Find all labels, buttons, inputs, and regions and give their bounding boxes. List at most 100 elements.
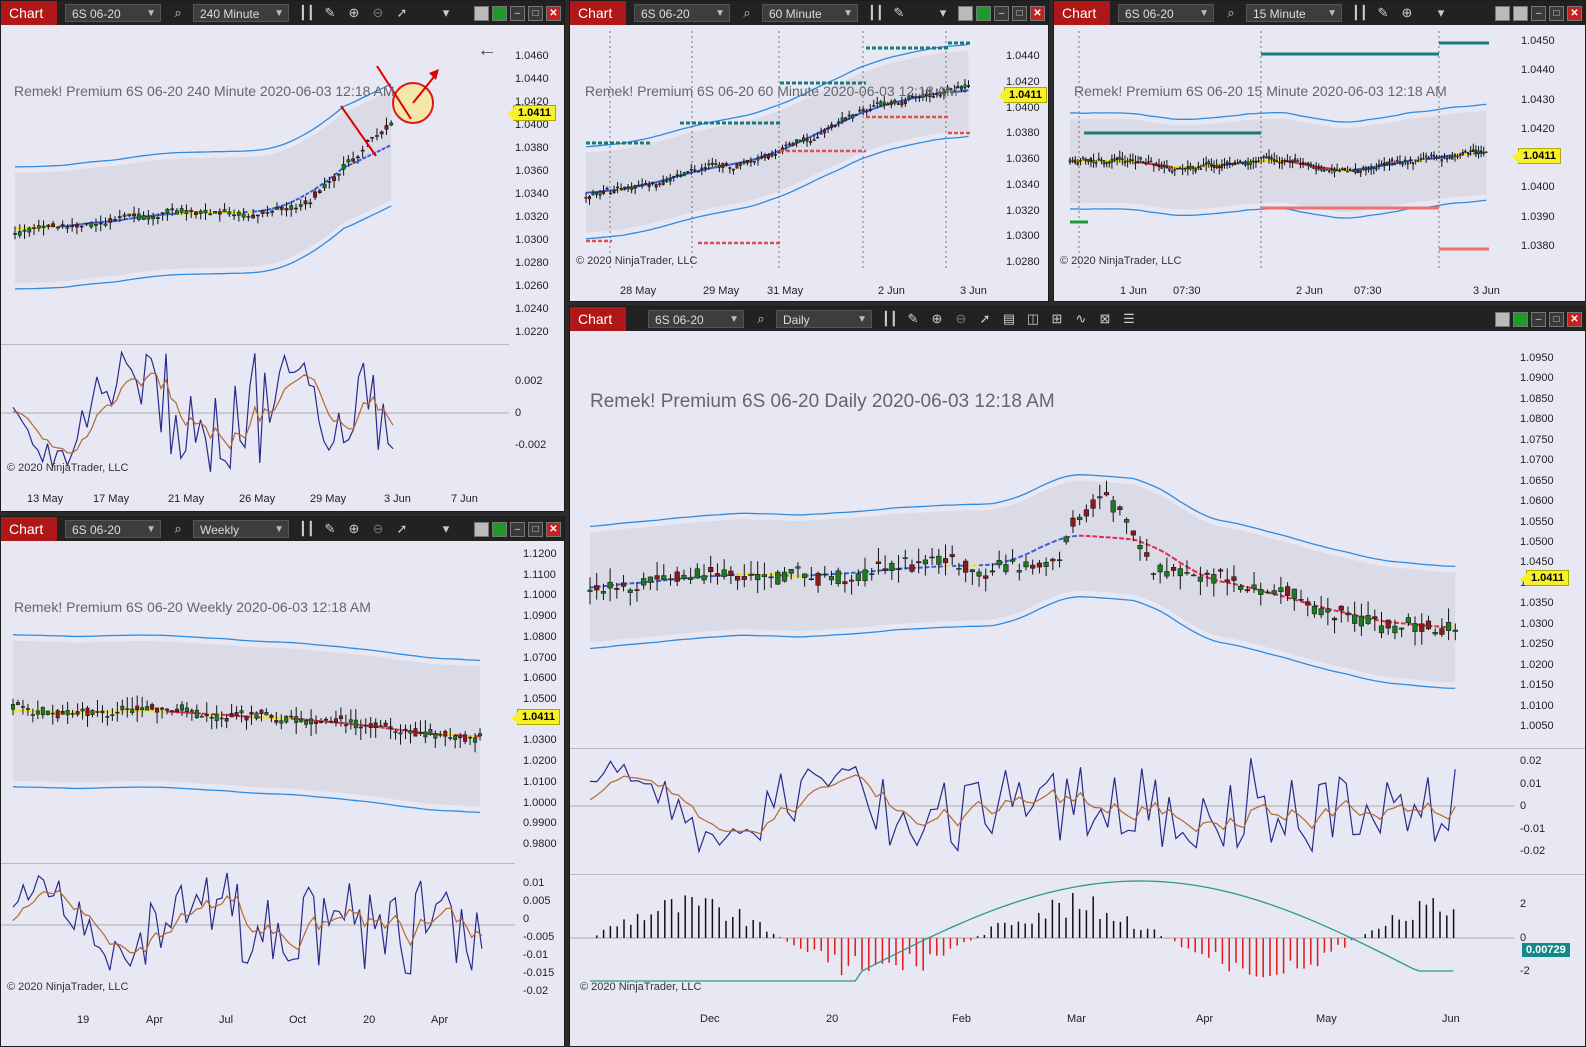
minimize-button[interactable]: – (1531, 5, 1546, 21)
back-arrow-icon[interactable]: ← (477, 39, 497, 61)
oscillator-panel[interactable]: © 2020 NinjaTrader, LLC (1, 346, 509, 481)
price-panel[interactable]: Remek! Premium 6S 06-20 Daily 2020-06-03… (570, 339, 1514, 747)
zoom-out-icon[interactable]: ⊖ (372, 521, 384, 536)
candle-body (889, 562, 895, 571)
more-options-icon[interactable]: ▾ (939, 5, 947, 20)
link-color-button[interactable] (474, 5, 489, 21)
search-icon[interactable]: ⌕ (743, 5, 751, 20)
link-status-button[interactable] (1513, 311, 1528, 327)
instrument-selector[interactable]: 6S 06-20 ▼ (648, 310, 744, 328)
chart-window-daily[interactable]: Chart 6S 06-20 ▼ ⌕ Daily ▼ ┃┃ ✎ ⊕ ⊖ ➚ ▤ ◫ … (569, 306, 1586, 1047)
drawing-tools-icon[interactable]: ✎ (907, 311, 919, 326)
oscillator-panel[interactable] (570, 750, 1514, 873)
interval-selector[interactable]: Daily ▼ (776, 310, 872, 328)
instrument-selector[interactable]: 6S 06-20 ▼ (634, 4, 730, 22)
zoom-in-icon[interactable]: ⊕ (931, 311, 943, 326)
interval-selector[interactable]: Weekly ▼ (193, 520, 289, 538)
drawing-tools-icon[interactable]: ✎ (1377, 5, 1389, 20)
price-axis-label: 0.01 (523, 877, 545, 889)
price-axis-label: -0.02 (523, 985, 549, 997)
close-button[interactable]: ✕ (1030, 5, 1045, 21)
properties-icon[interactable]: ◫ (1026, 311, 1040, 326)
link-color-button[interactable] (1495, 5, 1510, 21)
price-panel[interactable]: Remek! Premium 6S 06-20 15 Minute 2020-0… (1054, 31, 1504, 271)
pointer-icon[interactable]: ➚ (396, 5, 408, 20)
link-color-button[interactable] (474, 521, 489, 537)
indicators-icon[interactable]: ∿ (1075, 311, 1087, 326)
candle-body (815, 572, 821, 586)
search-icon[interactable]: ⌕ (1227, 5, 1235, 20)
zoom-in-icon[interactable]: ⊕ (348, 5, 360, 20)
zoom-in-icon[interactable]: ⊕ (348, 521, 360, 536)
link-status-button[interactable] (1513, 5, 1528, 21)
minimize-button[interactable]: – (510, 5, 525, 21)
close-button[interactable]: ✕ (546, 521, 561, 537)
screenshot-icon[interactable]: ⊠ (1099, 311, 1111, 326)
zoom-out-icon[interactable]: ⊖ (955, 311, 967, 326)
more-options-icon[interactable]: ▾ (442, 521, 450, 536)
maximize-button[interactable]: □ (1549, 5, 1564, 21)
bar-type-icon[interactable]: ┃┃ (299, 521, 315, 536)
trendline-annotation (376, 65, 412, 120)
minimize-button[interactable]: – (1531, 311, 1546, 327)
price-panel[interactable]: Remek! Premium 6S 06-20 60 Minute 2020-0… (570, 31, 1000, 271)
search-icon[interactable]: ⌕ (757, 311, 765, 326)
bar-type-icon[interactable]: ┃┃ (868, 5, 884, 20)
instrument-selector[interactable]: 6S 06-20 ▼ (1118, 4, 1214, 22)
oscillator-plot (570, 758, 1514, 854)
link-color-button[interactable] (1495, 311, 1510, 327)
close-button[interactable]: ✕ (1567, 311, 1582, 327)
interval-selector[interactable]: 240 Minute ▼ (193, 4, 289, 22)
price-panel[interactable]: Remek! Premium 6S 06-20 240 Minute 2020-… (1, 31, 509, 343)
pointer-icon[interactable]: ➚ (979, 311, 991, 326)
price-panel[interactable]: Remek! Premium 6S 06-20 Weekly 2020-06-0… (1, 547, 515, 861)
chart-window-240min[interactable]: Chart 6S 06-20 ▼ ⌕ 240 Minute ▼ ┃┃ ✎ ⊕ ⊖ ➚… (0, 0, 565, 512)
close-button[interactable]: ✕ (546, 5, 561, 21)
pointer-icon[interactable]: ➚ (396, 521, 408, 536)
instrument-selector[interactable]: 6S 06-20 ▼ (65, 520, 161, 538)
chart-window-60min[interactable]: Chart 6S 06-20 ▼ ⌕ 60 Minute ▼ ┃┃ ✎ ▾ – □ … (569, 0, 1049, 302)
link-color-button[interactable] (958, 5, 973, 21)
interval-selector[interactable]: 15 Minute ▼ (1246, 4, 1342, 22)
maximize-button[interactable]: □ (528, 521, 543, 537)
chevron-down-icon: ▼ (146, 8, 156, 19)
interval-selector[interactable]: 60 Minute ▼ (762, 4, 858, 22)
histogram-panel[interactable]: © 2020 NinjaTrader, LLC (570, 876, 1514, 998)
data-box-icon[interactable]: ▤ (1002, 311, 1016, 326)
price-axis-label: 1.1100 (523, 568, 556, 581)
bar-type-icon[interactable]: ┃┃ (299, 5, 315, 20)
candle-body (1414, 159, 1417, 162)
minimize-button[interactable]: – (994, 5, 1009, 21)
maximize-button[interactable]: □ (1549, 311, 1564, 327)
zoom-in-icon[interactable]: ⊕ (1401, 5, 1413, 20)
chart-window-15min[interactable]: Chart 6S 06-20 ▼ ⌕ 15 Minute ▼ ┃┃ ✎ ⊕ ▾ – … (1053, 0, 1586, 302)
drawing-tools-icon[interactable]: ✎ (324, 521, 336, 536)
drawing-tools-icon[interactable]: ✎ (893, 5, 905, 20)
close-button[interactable]: ✕ (1567, 5, 1582, 21)
zoom-out-icon[interactable]: ⊖ (372, 5, 384, 20)
maximize-button[interactable]: □ (1012, 5, 1027, 21)
bar-type-icon[interactable]: ┃┃ (1352, 5, 1368, 20)
candle-body (322, 183, 327, 189)
search-icon[interactable]: ⌕ (174, 5, 182, 20)
more-options-icon[interactable]: ▾ (442, 5, 450, 20)
more-options-icon[interactable]: ▾ (1437, 5, 1445, 20)
search-icon[interactable]: ⌕ (174, 521, 182, 536)
oscillator-panel[interactable]: © 2020 NinjaTrader, LLC (1, 865, 515, 1001)
price-axis-label: 1.0440 (515, 73, 549, 85)
drawing-tools-icon[interactable]: ✎ (324, 5, 336, 20)
strategies-icon[interactable]: ⊞ (1051, 311, 1063, 326)
candle-body (35, 710, 40, 715)
midline-segment (1032, 547, 1040, 553)
instrument-selector[interactable]: 6S 06-20 ▼ (65, 4, 161, 22)
chart-window-weekly[interactable]: Chart 6S 06-20 ▼ ⌕ Weekly ▼ ┃┃ ✎ ⊕ ⊖ ➚ ▾ –… (0, 516, 565, 1047)
candle-body (80, 708, 85, 712)
maximize-button[interactable]: □ (528, 5, 543, 21)
link-status-button[interactable] (976, 5, 991, 21)
bar-type-icon[interactable]: ┃┃ (882, 311, 898, 326)
minimize-button[interactable]: – (510, 521, 525, 537)
price-axis-label: 1.0280 (1006, 256, 1040, 268)
link-status-button[interactable] (492, 521, 507, 537)
link-status-button[interactable] (492, 5, 507, 21)
chart-trader-icon[interactable]: ☰ (1123, 311, 1135, 326)
